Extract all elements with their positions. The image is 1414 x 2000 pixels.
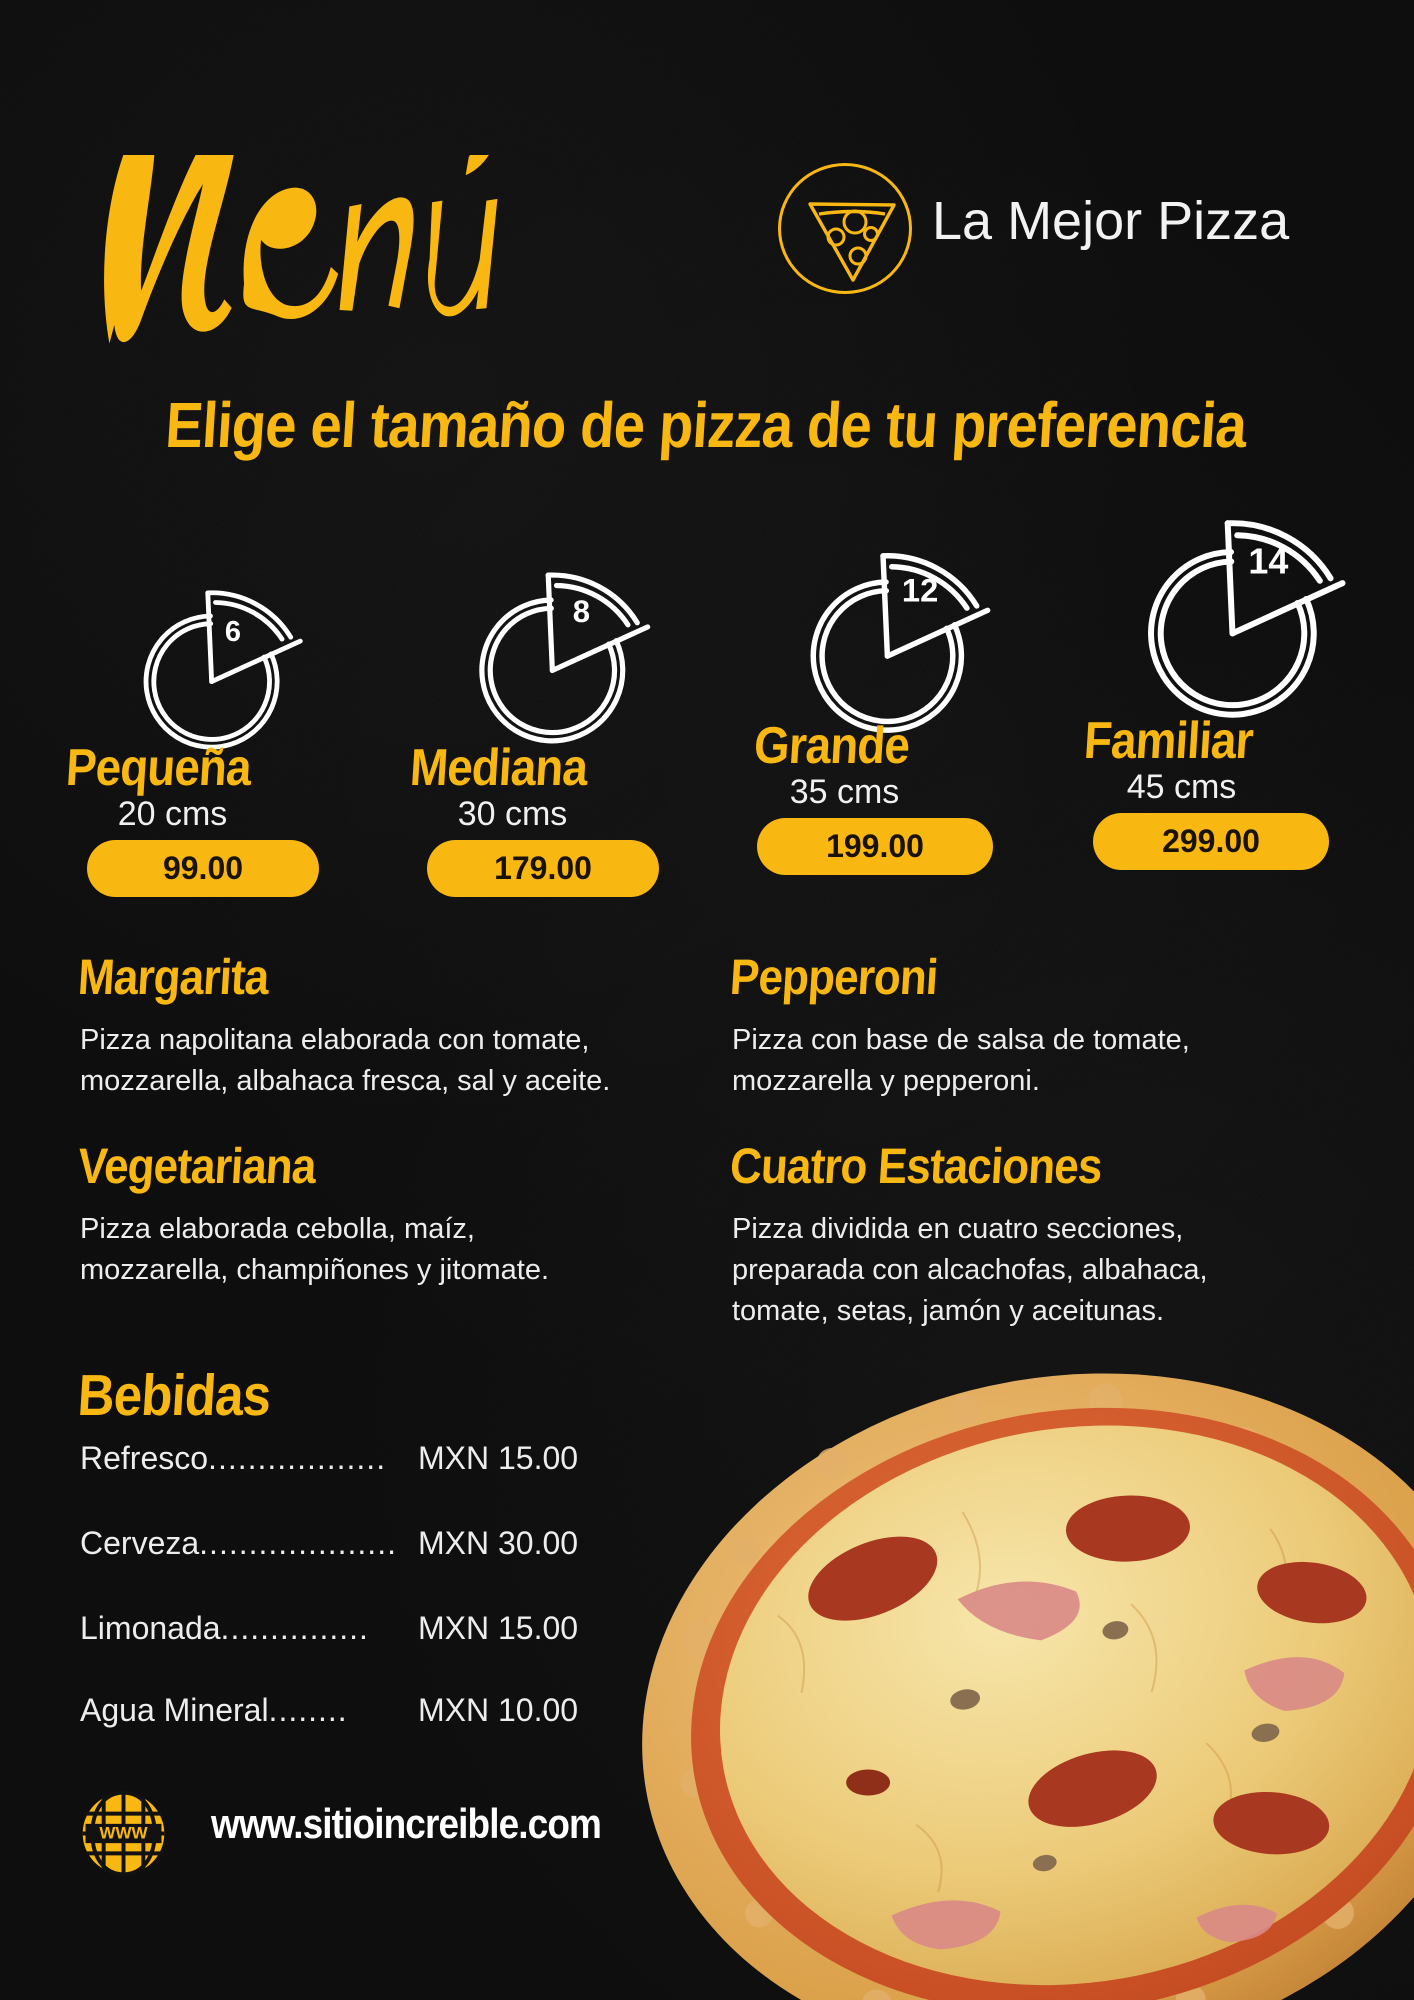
svg-text:12: 12: [902, 572, 938, 609]
svg-text:14: 14: [1248, 542, 1288, 582]
svg-text:8: 8: [573, 594, 590, 629]
svg-text:6: 6: [225, 616, 241, 648]
svg-text:WWW: WWW: [99, 1824, 148, 1843]
